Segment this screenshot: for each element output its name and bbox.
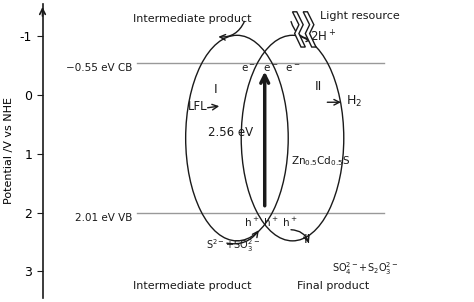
Text: Zn$_{0.5}$Cd$_{0.5}$S: Zn$_{0.5}$Cd$_{0.5}$S xyxy=(291,155,350,169)
Text: H$_2$: H$_2$ xyxy=(346,94,362,109)
Text: Intermediate product: Intermediate product xyxy=(133,281,251,291)
Text: LFL: LFL xyxy=(187,101,207,114)
Text: 2.56 eV: 2.56 eV xyxy=(208,126,253,139)
Text: e$^-$  e$^-$  e$^-$: e$^-$ e$^-$ e$^-$ xyxy=(241,63,301,74)
Text: 2.01 eV VB: 2.01 eV VB xyxy=(75,213,132,223)
Text: SO$_4^{2-}$+S$_2$O$_3^{2-}$: SO$_4^{2-}$+S$_2$O$_3^{2-}$ xyxy=(332,261,399,278)
Text: h$^+$ h$^+$ h$^+$: h$^+$ h$^+$ h$^+$ xyxy=(244,216,298,229)
Text: S$^{2-}$+SO$_3^{2-}$: S$^{2-}$+SO$_3^{2-}$ xyxy=(206,237,260,254)
Polygon shape xyxy=(303,12,316,47)
Text: II: II xyxy=(315,80,322,93)
Text: Final product: Final product xyxy=(297,281,369,291)
Polygon shape xyxy=(292,12,305,47)
Text: I: I xyxy=(214,83,218,96)
Text: −0.55 eV CB: −0.55 eV CB xyxy=(66,63,132,72)
Text: Intermediate product: Intermediate product xyxy=(133,14,251,24)
Y-axis label: Potential /V vs NHE: Potential /V vs NHE xyxy=(4,98,14,204)
Text: II: II xyxy=(304,233,311,246)
Text: Light resource: Light resource xyxy=(320,11,400,21)
Text: 2H$^+$: 2H$^+$ xyxy=(310,29,336,44)
